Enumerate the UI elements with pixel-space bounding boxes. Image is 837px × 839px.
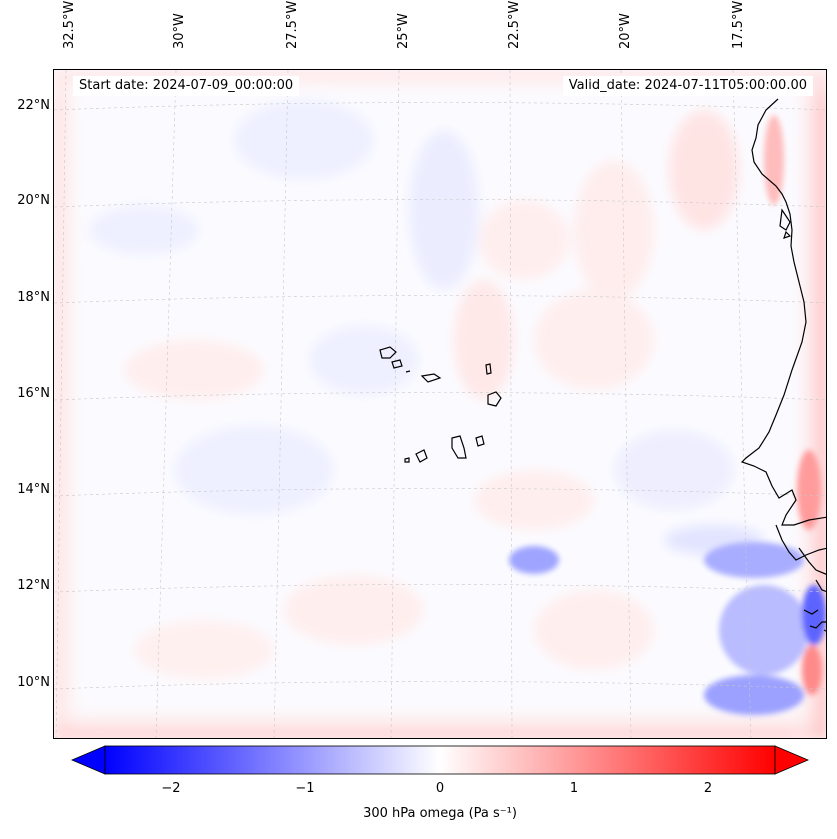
colorbar-tick-0: 0 [435, 781, 445, 796]
lon-label-27-5w: 27.5°W [285, 0, 300, 49]
lon-label-22-5w: 22.5°W [507, 0, 522, 49]
map-canvas [54, 70, 826, 738]
graticule [54, 70, 826, 738]
colorbar-tick-2: 2 [703, 781, 713, 796]
lon-label-30w: 30°W [172, 13, 187, 49]
lon-label-17-5w: 17.5°W [731, 0, 746, 49]
lat-label-18n: 18°N [17, 290, 50, 305]
lon-label-32-5w: 32.5°W [62, 0, 77, 49]
map-panel[interactable] [53, 69, 827, 739]
start-date-label: Start date: 2024-07-09_00:00:00 [73, 76, 300, 96]
colorbar-extend-high [774, 745, 810, 775]
colorbar-label: 300 hPa omega (Pa s⁻¹) [363, 806, 517, 821]
colorbar-tick-1: 1 [569, 781, 579, 796]
lon-label-20w: 20°W [618, 13, 633, 49]
omega-field [54, 70, 826, 738]
lat-label-22n: 22°N [17, 98, 50, 113]
lat-label-10n: 10°N [17, 675, 50, 690]
colorbar-tick-minus-2: −2 [161, 781, 181, 796]
coastline [379, 98, 826, 632]
colorbar [70, 745, 810, 775]
colorbar-tick-minus-1: −1 [295, 781, 315, 796]
lon-label-25w: 25°W [396, 13, 411, 49]
lat-label-14n: 14°N [17, 482, 50, 497]
colorbar-extend-low [70, 745, 106, 775]
lat-label-12n: 12°N [17, 578, 50, 593]
colorbar-body [104, 745, 776, 775]
strong-ascent-region [509, 115, 826, 715]
lat-label-20n: 20°N [17, 193, 50, 208]
lat-label-16n: 16°N [17, 386, 50, 401]
valid-date-label: Valid_date: 2024-07-11T05:00:00.00 [562, 76, 813, 96]
